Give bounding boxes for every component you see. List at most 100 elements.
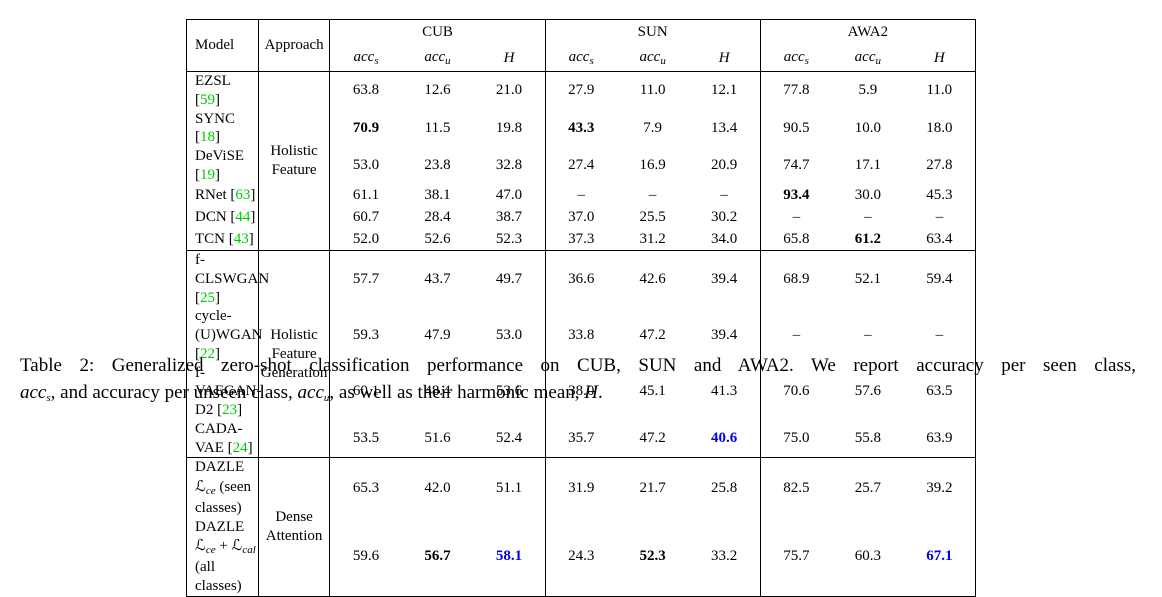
text-segment: f-VAEGAN-D2 [ bbox=[195, 364, 262, 419]
text-segment: DCN [ bbox=[195, 209, 236, 226]
value-cell: – bbox=[792, 209, 801, 226]
model-cell: TCN [43] bbox=[186, 228, 259, 251]
math-text: ce bbox=[205, 544, 216, 557]
value-cell: – bbox=[688, 184, 761, 207]
value-cell: 52.3 bbox=[639, 548, 666, 565]
metric-header: accs bbox=[760, 45, 832, 72]
text-segment: f-CLSWGAN [ bbox=[195, 252, 270, 306]
text-segment: ] bbox=[215, 129, 220, 146]
value-cell: 56.7 bbox=[424, 548, 451, 565]
paper-page: { "colors": { "citation_green": "#00cc00… bbox=[20, 19, 1136, 597]
math-text: u bbox=[445, 54, 451, 67]
citation-link[interactable]: 19 bbox=[200, 166, 215, 183]
col-header-model: Model bbox=[186, 19, 259, 72]
value-cell: 70.9 bbox=[352, 119, 380, 136]
value-cell: 21.0 bbox=[473, 71, 546, 110]
text-segment: cycle-(U)WGAN [ bbox=[195, 308, 263, 362]
value-cell: 58.1 bbox=[473, 517, 546, 596]
text-segment: ] bbox=[215, 289, 220, 306]
value-cell: 33.8 bbox=[568, 327, 595, 343]
value-cell: 60.7 bbox=[352, 209, 380, 226]
text-segment: ] bbox=[215, 91, 220, 108]
value-cell: 11.0 bbox=[639, 82, 666, 99]
value-cell: 41.3 bbox=[688, 363, 761, 420]
value-cell: 39.2 bbox=[903, 457, 976, 518]
value-cell: 21.7 bbox=[616, 457, 689, 518]
value-cell: 60.1 bbox=[352, 383, 380, 400]
value-cell: – bbox=[648, 187, 657, 204]
text-segment: . bbox=[598, 382, 603, 403]
model-cell: DAZLE ℒce (seen classes) bbox=[186, 457, 259, 518]
value-cell: 37.3 bbox=[568, 230, 595, 247]
math-text: u bbox=[323, 392, 330, 404]
model-cell: SYNC [18] bbox=[186, 109, 259, 147]
value-cell: 51.6 bbox=[424, 430, 451, 447]
dataset-header-sun: SUN bbox=[545, 19, 761, 46]
math-text: s bbox=[589, 54, 594, 67]
value-cell: 38.0 bbox=[568, 383, 595, 400]
value-cell: 13.4 bbox=[688, 109, 761, 147]
value-cell: 34.0 bbox=[688, 228, 761, 251]
text-segment: ] bbox=[250, 187, 256, 204]
table-row: RNet [63] 61.1 38.1 47.0 – – – 93.4 30.0 45.3 bbox=[186, 184, 976, 207]
citation-link[interactable]: 25 bbox=[200, 289, 215, 306]
value-cell: 47.2 bbox=[639, 327, 666, 343]
citation-link[interactable]: 44 bbox=[235, 209, 251, 226]
value-cell: 49.7 bbox=[473, 250, 546, 308]
value-cell: 7.9 bbox=[643, 119, 663, 136]
value-cell: 43.3 bbox=[568, 119, 595, 136]
value-cell: 52.1 bbox=[831, 250, 904, 308]
value-cell: 17.1 bbox=[854, 157, 881, 174]
value-cell: 27.4 bbox=[568, 157, 595, 174]
citation-link[interactable]: 18 bbox=[200, 129, 215, 146]
col-header-approach: Approach bbox=[258, 19, 331, 72]
value-cell: 68.9 bbox=[760, 250, 832, 308]
value-cell: 57.6 bbox=[854, 383, 881, 400]
approach-line: Generation bbox=[260, 364, 328, 381]
value-cell: 35.7 bbox=[568, 430, 595, 447]
value-cell: 55.8 bbox=[854, 430, 881, 447]
value-cell: 53.0 bbox=[473, 307, 546, 364]
value-cell: 37.0 bbox=[568, 209, 595, 226]
citation-link[interactable]: 59 bbox=[200, 91, 215, 108]
model-cell: EZSL [59] bbox=[186, 71, 259, 110]
math-text: acc bbox=[783, 48, 805, 65]
value-cell: 52.3 bbox=[473, 228, 546, 251]
text-segment: ] bbox=[248, 230, 254, 247]
value-cell: 61.2 bbox=[854, 230, 881, 247]
value-cell: 65.3 bbox=[329, 457, 402, 518]
value-cell: 63.9 bbox=[926, 430, 953, 447]
citation-link[interactable]: 22 bbox=[200, 345, 215, 362]
header-row: Model Approach CUB SUN AWA2 bbox=[186, 19, 976, 72]
text-segment: SYNC [ bbox=[195, 110, 236, 146]
dataset-header-cub: CUB bbox=[329, 19, 546, 46]
math-text: H bbox=[933, 49, 945, 66]
value-cell: 70.6 bbox=[783, 383, 810, 400]
metric-header: accu bbox=[831, 45, 904, 72]
value-cell: 75.7 bbox=[783, 548, 810, 565]
value-cell: 60.3 bbox=[854, 548, 881, 565]
value-cell: – bbox=[935, 209, 944, 226]
table-row: DeViSE [19] 53.0 23.8 32.8 27.4 16.9 20.9 74.7 1… bbox=[186, 147, 976, 185]
value-cell: 48.4 bbox=[424, 383, 451, 400]
value-cell: 25.8 bbox=[688, 457, 761, 518]
model-cell: DAZLE ℒce + ℒcal (all classes) bbox=[186, 517, 259, 596]
value-cell: 93.4 bbox=[783, 187, 810, 204]
value-cell: 36.6 bbox=[545, 250, 617, 308]
text-segment: ] bbox=[250, 209, 256, 226]
value-cell: 30.0 bbox=[854, 187, 881, 204]
value-cell: 12.1 bbox=[688, 71, 761, 110]
table-row: DAZLE ℒce (seen classes) Dense Attention 6… bbox=[186, 457, 976, 596]
citation-link[interactable]: 43 bbox=[233, 230, 249, 247]
value-cell: 12.6 bbox=[424, 82, 451, 99]
value-cell: 59.3 bbox=[352, 327, 380, 343]
citation-link[interactable]: 24 bbox=[232, 439, 248, 456]
math-text: acc bbox=[639, 48, 661, 65]
value-cell: 25.5 bbox=[639, 209, 666, 226]
metric-header: H bbox=[903, 45, 976, 72]
citation-link[interactable]: 23 bbox=[222, 402, 238, 418]
citation-link[interactable]: 63 bbox=[235, 187, 251, 204]
text-segment: TCN [ bbox=[195, 230, 234, 247]
